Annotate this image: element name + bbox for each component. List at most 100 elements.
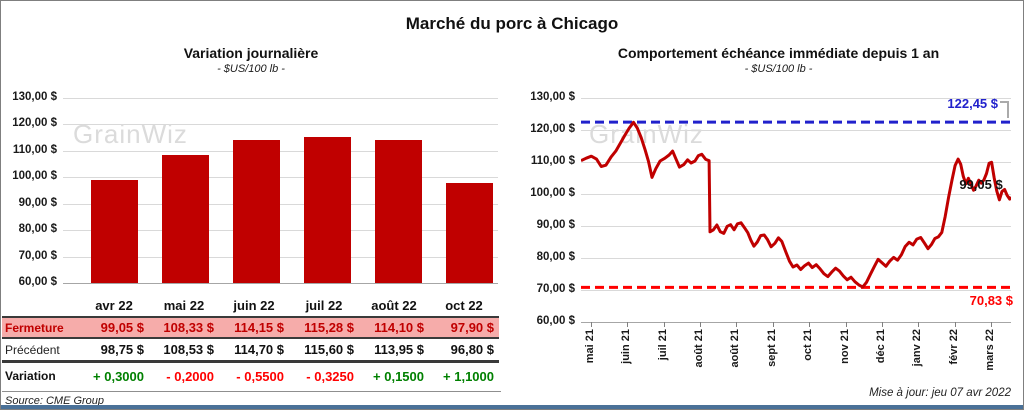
table-row-precedent: Précédent 98,75 $ 108,53 $ 114,70 $ 115,60 $… xyxy=(2,339,499,363)
month-header-cell: mai 22 xyxy=(163,297,205,313)
gridline xyxy=(581,258,1011,259)
fermeture-value-cell: 97,90 $ xyxy=(450,320,494,335)
precedent-value-cell: 115,60 $ xyxy=(304,342,354,357)
y-tick-label: 100,00 $ xyxy=(12,170,57,183)
y-tick-label: 80,00 $ xyxy=(18,223,57,236)
table-row-fermeture: Fermeture 99,05 $ 108,33 $ 114,15 $ 115,28 $… xyxy=(2,316,499,339)
line-chart-subtitle: - $US/100 lb - xyxy=(744,63,813,75)
x-tick-mark xyxy=(663,322,665,327)
x-tick-mark xyxy=(991,322,992,327)
table-header-row: avr 22 mai 22 juin 22 juil 22 août 22 oct 22 xyxy=(2,294,499,316)
x-tick-mark xyxy=(627,322,629,327)
month-header-cell: avr 22 xyxy=(95,297,133,313)
y-tick-label: 90,00 $ xyxy=(18,196,57,209)
gridline xyxy=(63,177,498,179)
month-header-cell: oct 22 xyxy=(445,297,483,313)
x-tick-label: sept 21 xyxy=(765,329,778,367)
y-tick-label: 110,00 $ xyxy=(12,143,57,156)
gridline xyxy=(63,230,498,232)
y-tick-label: 70,00 $ xyxy=(18,249,57,262)
last-price-label: 99,05 $ xyxy=(959,177,1003,192)
x-tick-mark xyxy=(736,322,738,327)
precedent-value-cell: 114,70 $ xyxy=(234,342,284,357)
gridline xyxy=(581,98,1011,99)
updated-note: Mise à jour: jeu 07 avr 2022 xyxy=(869,387,1011,399)
fermeture-value-cell: 99,05 $ xyxy=(100,320,144,335)
gridline xyxy=(63,256,498,258)
variation-value-cell: + 0,3000 xyxy=(93,368,144,384)
row-label-variation: Variation xyxy=(5,369,56,383)
gridline xyxy=(581,194,1011,195)
x-tick-mark xyxy=(954,322,956,327)
x-tick-mark xyxy=(918,322,920,327)
precedent-value-cell: 96,80 $ xyxy=(450,342,494,357)
bar-chart-title: Variation journalière xyxy=(183,45,319,61)
y-tick-label: 70,00 $ xyxy=(536,283,575,295)
month-header-cell: juil 22 xyxy=(305,297,343,313)
x-tick-mark xyxy=(881,322,883,327)
table-row-variation: Variation + 0,3000 - 0,2000 - 0,5500 - 0,325… xyxy=(2,363,499,389)
line-chart-title: Comportement échéance immédiate depuis 1… xyxy=(617,45,940,61)
y-tick-label: 130,00 $ xyxy=(12,91,57,103)
precedent-value-cell: 108,53 $ xyxy=(163,342,214,357)
y-tick-label: 130,00 $ xyxy=(530,91,575,103)
x-tick-label: janv 22 xyxy=(911,329,924,367)
variation-value-cell: - 0,2000 xyxy=(166,368,214,384)
x-tick-mark xyxy=(700,322,702,327)
price-series-line xyxy=(581,120,1011,289)
month-header-cell: juin 22 xyxy=(233,297,275,313)
line-chart-plot: GrainWiz xyxy=(581,98,1011,323)
row-label-fermeture: Fermeture xyxy=(5,320,64,335)
bar-mai-22 xyxy=(161,155,209,283)
bottom-accent-strip xyxy=(1,405,1023,409)
gridline xyxy=(63,203,498,205)
month-header-cell: août 22 xyxy=(371,297,417,313)
bar-juin-22 xyxy=(232,139,280,283)
y-tick-label: 100,00 $ xyxy=(530,187,575,199)
variation-value-cell: + 1,1000 xyxy=(443,368,494,384)
price-table: avr 22 mai 22 juin 22 juil 22 août 22 oct 22 F… xyxy=(2,294,499,389)
precedent-value-cell: 98,75 $ xyxy=(100,342,144,357)
fermeture-value-cell: 115,28 $ xyxy=(304,320,354,335)
gridline xyxy=(63,124,498,126)
fermeture-value-cell: 114,15 $ xyxy=(234,320,284,335)
x-tick-label: oct 21 xyxy=(802,329,815,361)
x-tick-label: nov 21 xyxy=(838,329,851,364)
row-label-precedent: Précédent xyxy=(5,342,60,357)
x-tick-mark xyxy=(809,322,811,327)
x-tick-label: déc 21 xyxy=(874,329,887,364)
line-chart-svg xyxy=(581,120,1011,289)
precedent-value-cell: 113,95 $ xyxy=(374,342,424,357)
ref-line-low-label: 70,83 $ xyxy=(969,293,1013,308)
variation-value-cell: + 0,1500 xyxy=(373,368,424,384)
bar-chart-subtitle: - $US/100 lb - xyxy=(217,63,285,75)
y-tick-label: 60,00 $ xyxy=(18,276,57,288)
x-tick-label: févr 22 xyxy=(947,329,960,365)
gridline xyxy=(581,226,1011,227)
callout-elbow xyxy=(1000,101,1009,118)
gridline xyxy=(63,98,498,99)
x-tick-label: août 21 xyxy=(693,329,706,368)
gridline xyxy=(63,150,498,152)
y-tick-label: 110,00 $ xyxy=(530,155,575,167)
x-tick-label: août 21 xyxy=(729,329,742,368)
fermeture-value-cell: 114,10 $ xyxy=(374,320,424,335)
y-tick-label: 120,00 $ xyxy=(530,123,575,135)
bar-août-22 xyxy=(374,140,422,283)
gridline xyxy=(581,290,1011,291)
ref-line-high-label: 122,45 $ xyxy=(947,96,998,111)
page-title: Marché du porc à Chicago xyxy=(405,14,619,33)
watermark-logo: GrainWiz xyxy=(73,119,188,149)
y-tick-label: 120,00 $ xyxy=(12,117,57,130)
y-tick-label: 90,00 $ xyxy=(536,219,575,231)
x-tick-label: mars 22 xyxy=(984,329,996,371)
y-tick-label: 80,00 $ xyxy=(536,251,575,263)
watermark-logo: GrainWiz xyxy=(589,119,704,149)
bar-chart-plot: GrainWiz xyxy=(63,98,498,284)
x-tick-label: juil 21 xyxy=(656,329,669,361)
variation-value-cell: - 0,3250 xyxy=(306,368,354,384)
x-tick-mark xyxy=(845,322,847,327)
bar-avr-22 xyxy=(90,179,138,283)
x-tick-label: juin 21 xyxy=(620,329,633,364)
